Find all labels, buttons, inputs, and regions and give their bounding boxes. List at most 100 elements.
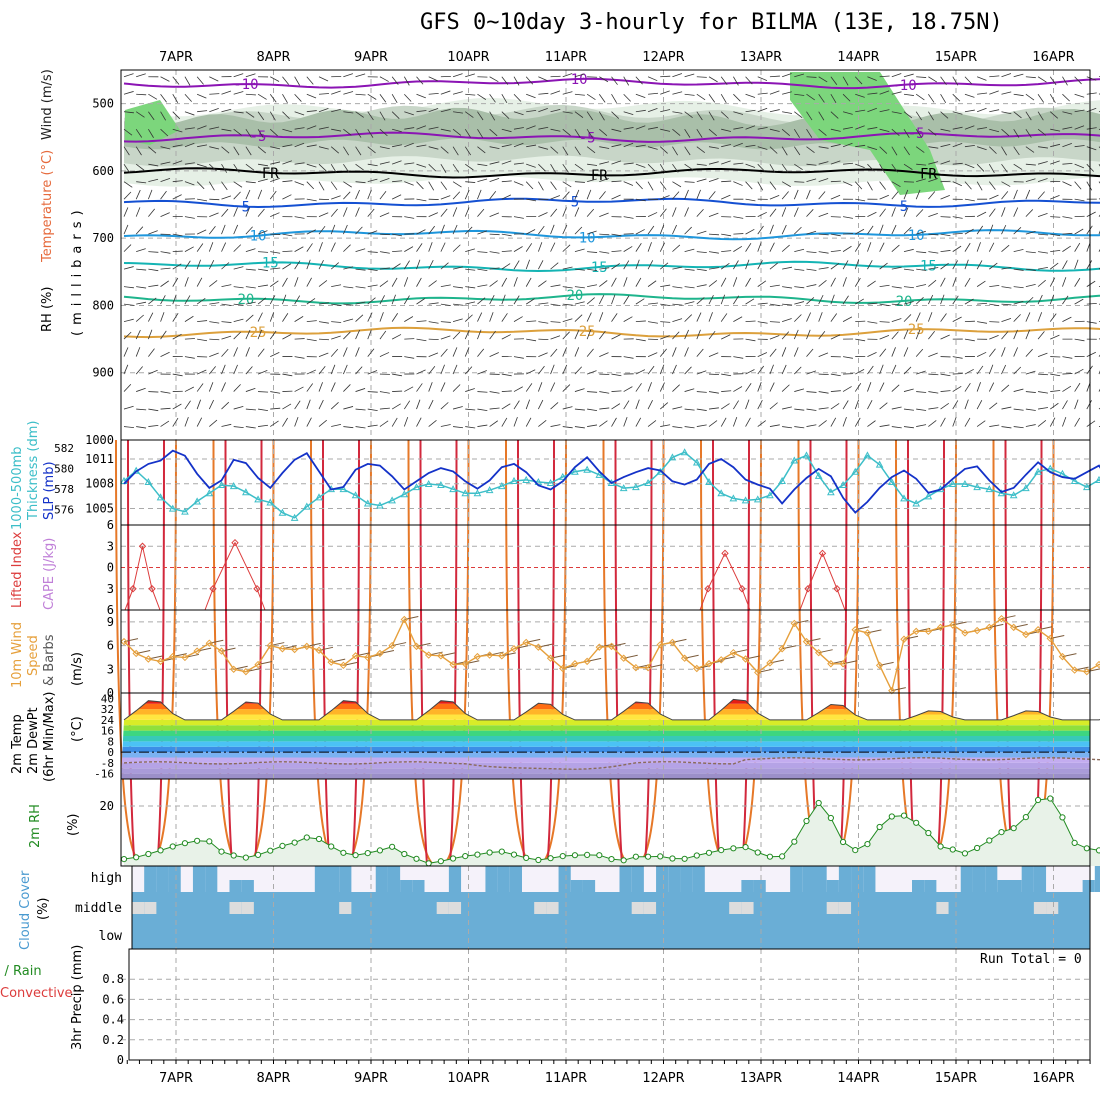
wind-barb: [635, 144, 646, 148]
wind10-point: [1058, 652, 1067, 661]
rh2m-point: [998, 829, 1005, 836]
temp-contour-label: 20: [567, 288, 584, 304]
rh2m-point: [498, 848, 505, 855]
cloud-high-bar: [229, 880, 242, 892]
temp-contour-5: [123, 197, 1100, 209]
wind-barb: [1062, 400, 1068, 410]
wind-barb: [928, 146, 939, 149]
wind-barb: [526, 125, 536, 130]
rh2m-point: [839, 838, 847, 846]
wind-barb: [635, 417, 642, 427]
wind-barb: [562, 347, 567, 357]
wind-barb: [976, 382, 981, 392]
cloud-mid-gap: [936, 902, 949, 914]
wind-barb: [757, 163, 766, 172]
wind-barb: [745, 144, 756, 148]
wind-barb: [135, 207, 141, 217]
wind-barb: [1049, 294, 1055, 305]
wind-barb: [184, 338, 195, 340]
wind-barb: [233, 244, 242, 252]
wind-barb: [952, 385, 962, 392]
wind-barb: [538, 242, 543, 252]
wind-barb: [623, 417, 628, 427]
wind-barb: [453, 286, 464, 289]
wind-barb: [976, 76, 987, 81]
wind-barb: [928, 391, 939, 394]
wind-barb: [550, 242, 556, 252]
wind10-point: [229, 665, 238, 673]
thickness-point: [595, 470, 604, 478]
wind-barb: [1086, 400, 1092, 410]
wind-barb: [355, 73, 366, 78]
wind-barb: [1050, 233, 1061, 237]
wind10-label-4: (m/s): [70, 652, 85, 686]
wind-barb: [257, 178, 268, 183]
wind-barb: [343, 318, 354, 322]
wind-barb: [526, 229, 536, 235]
wind-barb: [282, 111, 290, 120]
wind-barb: [623, 400, 630, 410]
wind-barb: [172, 111, 181, 120]
wind-barb: [1062, 163, 1073, 165]
wind-barb: [221, 128, 232, 132]
thickness-point: [863, 451, 872, 459]
wind-barb: [599, 178, 609, 183]
wind-barb: [477, 408, 488, 412]
wind-barb: [587, 284, 598, 288]
lifted-index-point: [148, 585, 156, 593]
wind-barb: [769, 242, 775, 252]
wind-barb: [416, 181, 424, 190]
wind-barb: [1062, 216, 1073, 219]
wind-barb: [245, 268, 256, 271]
wind-barb: [745, 109, 756, 113]
wind-barb: [513, 356, 524, 359]
wind-barb: [550, 284, 561, 288]
wind-barb: [976, 163, 985, 172]
wind-barb: [891, 128, 900, 137]
wind10-point: [595, 643, 604, 651]
wind-barb: [270, 407, 281, 410]
wind-barb: [208, 181, 215, 191]
wind-barb: [403, 400, 411, 410]
wind-barb: [269, 111, 276, 121]
wind-barb: [464, 128, 472, 138]
rh2m-point: [1010, 825, 1017, 832]
wind-barb: [318, 225, 326, 235]
wind10-point: [802, 637, 811, 646]
wind-barb: [989, 284, 1000, 288]
wind-barb: [1049, 417, 1056, 427]
wind-barb: [525, 417, 532, 427]
wind-barb: [891, 224, 897, 235]
wind-barb: [781, 384, 790, 392]
wind-barb: [1037, 128, 1047, 136]
wind-barb: [794, 301, 805, 305]
wind-barb: [1062, 181, 1072, 187]
wind-barb: [635, 198, 646, 202]
thickness-point: [205, 489, 214, 497]
thickness-point: [571, 467, 579, 475]
wind-barb: [794, 366, 802, 375]
wind-barb: [879, 242, 885, 252]
wind-barb: [160, 280, 169, 287]
wind-barb: [623, 260, 630, 270]
wind-barb: [245, 128, 252, 138]
wind-barb: [696, 408, 707, 411]
wind-barb: [1062, 417, 1067, 427]
wind-barb: [538, 181, 544, 191]
wind-barb: [452, 318, 463, 322]
wind-barb: [270, 280, 279, 287]
wind-barb: [513, 216, 524, 219]
cloud-high-bar: [1082, 880, 1095, 892]
wind-barb: [793, 189, 799, 200]
wind-barb: [489, 76, 499, 83]
wind-barb: [660, 335, 670, 340]
wind-barb: [830, 76, 838, 86]
wind-barb: [794, 163, 803, 171]
thickness-point: [1095, 475, 1100, 483]
wind-barb: [1001, 364, 1007, 375]
wind10-point: [839, 660, 847, 668]
wind-barb: [245, 226, 253, 235]
wind-barb: [513, 142, 524, 148]
rh2m-point: [693, 852, 700, 859]
wind-barb: [209, 280, 218, 287]
